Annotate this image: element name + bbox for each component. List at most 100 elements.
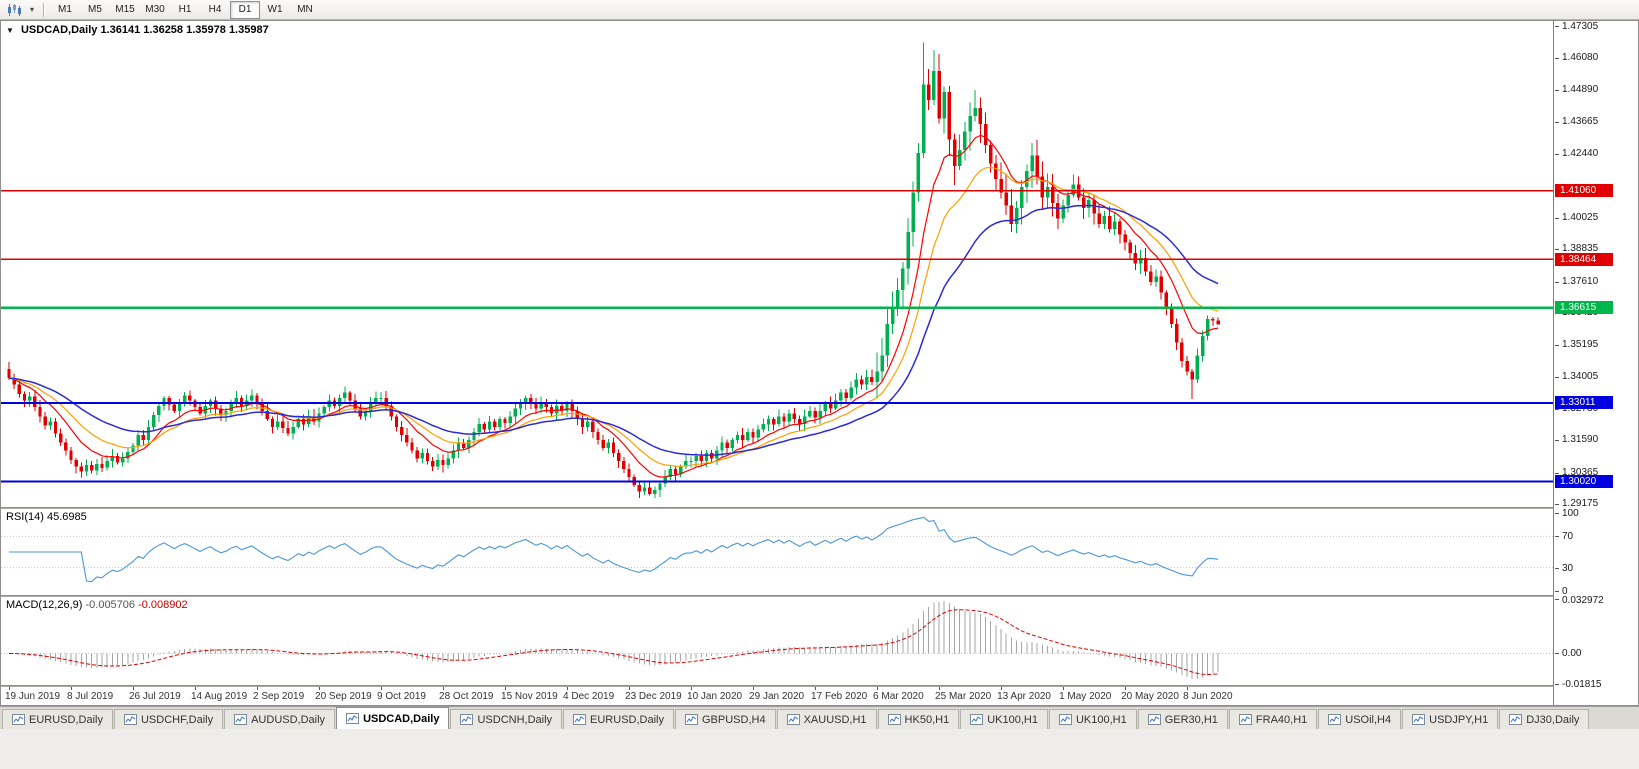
tab-chart-icon [970, 714, 984, 725]
tab-chart-icon [12, 714, 25, 725]
chart-tab-audusd-daily[interactable]: AUDUSD,Daily [224, 709, 336, 729]
chart-tab-usdcad-daily[interactable]: USDCAD,Daily [336, 707, 450, 729]
rsi-canvas[interactable] [1, 509, 1553, 595]
price-tick-mark [1555, 154, 1559, 156]
timeframe-button-m15[interactable]: M15 [115, 3, 135, 15]
ma-fast-line [8, 134, 1219, 478]
chart-symbol-label: USDCAD,Daily [20, 24, 98, 36]
macd-pane[interactable]: MACD(12,26,9) -0.005706 -0.008902 [1, 597, 1553, 685]
macd-canvas[interactable] [1, 597, 1553, 685]
chart-type-icon[interactable] [3, 1, 25, 19]
price-axis[interactable]: 1.47305 1.46080 1.44890 1.43665 1.42440 1.400… [1555, 21, 1638, 705]
date-tick-label: 10 Jan 2020 [687, 691, 743, 702]
chart-tab-eurusd-daily[interactable]: EURUSD,Daily [563, 709, 674, 729]
price-tick-mark [1555, 472, 1559, 474]
rsi-current-value: 45.6985 [46, 511, 87, 523]
tab-label: DJ30,Daily [1526, 713, 1580, 726]
tab-chart-icon [573, 714, 587, 725]
timeframe-button-m30[interactable]: M30 [145, 3, 165, 15]
rsi-tick-mark [1555, 536, 1559, 538]
price-tick-label: 1.35195 [1562, 339, 1599, 351]
date-tick-label: 20 Sep 2019 [315, 691, 372, 702]
chart-tab-ger30-h1[interactable]: GER30,H1 [1137, 709, 1228, 729]
chart-tab-usdchf-daily[interactable]: USDCHF,Daily [113, 709, 224, 729]
timeframe-button-d1[interactable]: D1 [230, 0, 260, 19]
date-tick-label: 17 Feb 2020 [811, 691, 868, 702]
price-tick-label: 1.37610 [1562, 275, 1599, 287]
date-tick-mark [1001, 687, 1003, 690]
macd-label: MACD(12,26,9) -0.005706 -0.008902 [6, 599, 188, 611]
date-tick-mark [815, 687, 817, 690]
date-tick-label: 20 May 2020 [1121, 691, 1179, 702]
tab-label: UK100,H1 [987, 713, 1038, 726]
chart-tab-uk100-h1[interactable]: UK100,H1 [960, 709, 1048, 729]
date-tick-mark [1187, 687, 1189, 690]
rsi-pane[interactable]: RSI(14) 45.6985 [1, 509, 1553, 595]
date-axis[interactable]: 19 Jun 2019 8 Jul 2019 26 Jul 2019 14 Aug 2… [1, 687, 1553, 705]
price-tick-label: 1.44890 [1562, 83, 1599, 95]
pane-splitter[interactable] [1, 507, 1553, 509]
tab-label: FRA40,H1 [1255, 713, 1308, 726]
tab-chart-icon [234, 714, 248, 725]
date-tick-mark [1125, 687, 1127, 690]
chart-tab-uk100-h1[interactable]: UK100,H1 [1048, 709, 1137, 729]
chart-tab-usoil-h4[interactable]: USOil,H4 [1318, 709, 1402, 729]
rsi-tick-label: 100 [1562, 508, 1579, 519]
window-footer [0, 729, 1639, 769]
tab-chart-icon [123, 714, 137, 725]
tab-label: USDJPY,H1 [1429, 713, 1489, 726]
tab-chart-icon [460, 714, 474, 725]
price-tick-mark [1555, 58, 1559, 60]
date-tick-label: 8 Jul 2019 [67, 691, 114, 702]
tab-label: EURUSD,Daily [29, 713, 103, 726]
tab-label: HK50,H1 [904, 713, 950, 726]
chart-tab-hk50-h1[interactable]: HK50,H1 [877, 709, 960, 729]
tab-label: AUDUSD,Daily [251, 713, 326, 726]
timeframe-button-mn[interactable]: MN [297, 3, 313, 15]
chart-context-arrow-icon[interactable]: ▼ [6, 26, 14, 35]
date-tick-mark [133, 687, 134, 690]
chart-tab-usdjpy-h1[interactable]: USDJPY,H1 [1402, 709, 1499, 729]
ohlc-open: 1.36141 [100, 24, 141, 36]
date-tick-mark [195, 687, 196, 690]
chart-tab-eurusd-daily[interactable]: EURUSD,Daily [2, 709, 113, 729]
price-level-badge: 1.36615 [1555, 301, 1613, 315]
price-chart-canvas[interactable] [1, 21, 1553, 507]
tab-label: XAUUSD,H1 [803, 713, 867, 726]
timeframe-button-m1[interactable]: M1 [58, 3, 72, 15]
price-tick-mark [1555, 122, 1559, 124]
date-tick-mark [629, 687, 631, 690]
chart-tab-usdcnh-daily[interactable]: USDCNH,Daily [450, 709, 563, 729]
date-tick-mark [567, 687, 569, 690]
date-tick-label: 25 Mar 2020 [935, 691, 992, 702]
price-tick-mark [1555, 281, 1559, 283]
chart-tab-xauusd-h1[interactable]: XAUUSD,H1 [776, 709, 877, 729]
timeframe-button-w1[interactable]: W1 [267, 3, 283, 15]
timeframe-button-m5[interactable]: M5 [88, 3, 102, 15]
chart-tab-fra40-h1[interactable]: FRA40,H1 [1228, 709, 1318, 729]
pane-splitter[interactable] [1, 685, 1553, 687]
tab-label: USDCHF,Daily [140, 713, 214, 726]
price-tick-label: 1.43665 [1562, 116, 1599, 128]
ma-slow-line [8, 204, 1219, 456]
macd-name: MACD(12,26,9) [6, 599, 83, 611]
rsi-tick-label: 30 [1562, 562, 1574, 574]
tab-chart-icon [1412, 714, 1426, 725]
date-tick-mark [939, 687, 941, 690]
price-tick-label: 1.38835 [1562, 243, 1599, 255]
timeframe-button-h4[interactable]: H4 [208, 3, 222, 15]
chart-window: ▼ USDCAD,Daily 1.36141 1.36258 1.35978 1… [0, 20, 1639, 706]
rsi-line [9, 516, 1219, 583]
chart-tab-gbpusd-h4[interactable]: GBPUSD,H4 [675, 709, 776, 729]
chart-type-dropdown-caret-icon[interactable]: ▾ [29, 5, 34, 14]
date-tick-label: 26 Jul 2019 [129, 691, 181, 702]
pane-splitter[interactable] [1, 595, 1553, 597]
chart-tab-dj30-daily[interactable]: DJ30,Daily [1499, 709, 1590, 729]
timeframe-button-h1[interactable]: H1 [178, 3, 192, 15]
date-tick-label: 14 Aug 2019 [191, 691, 248, 702]
date-tick-label: 4 Dec 2019 [563, 691, 615, 702]
date-tick-label: 15 Nov 2019 [501, 691, 558, 702]
price-pane[interactable]: ▼ USDCAD,Daily 1.36141 1.36258 1.35978 1… [1, 21, 1553, 507]
candlestick-icon [8, 3, 21, 16]
rsi-tick-label: 0 [1562, 586, 1568, 597]
